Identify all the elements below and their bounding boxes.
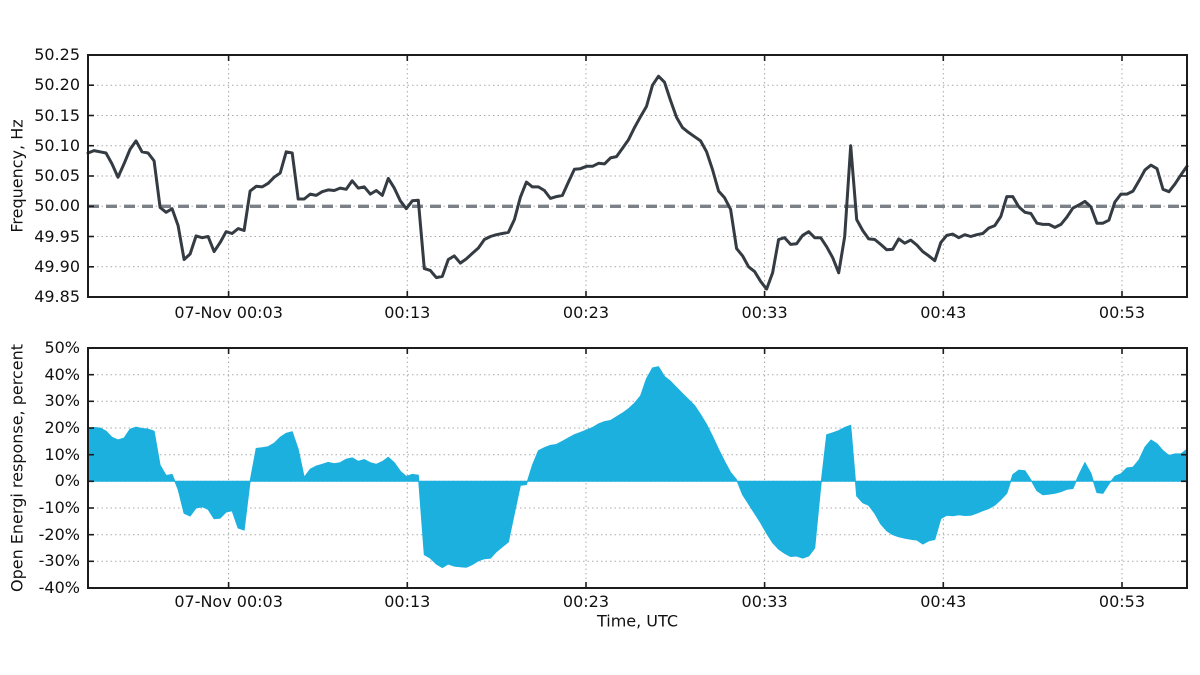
response-series-area [87, 366, 1188, 569]
response-y-axis-label: Open Energi response, percent [7, 343, 27, 593]
plot-border [87, 347, 1188, 589]
frequency-series-line [86, 74, 1189, 291]
x-axis-title: Time, UTC [596, 611, 679, 631]
frequency-y-axis-label: Frequency, Hz [7, 119, 27, 233]
